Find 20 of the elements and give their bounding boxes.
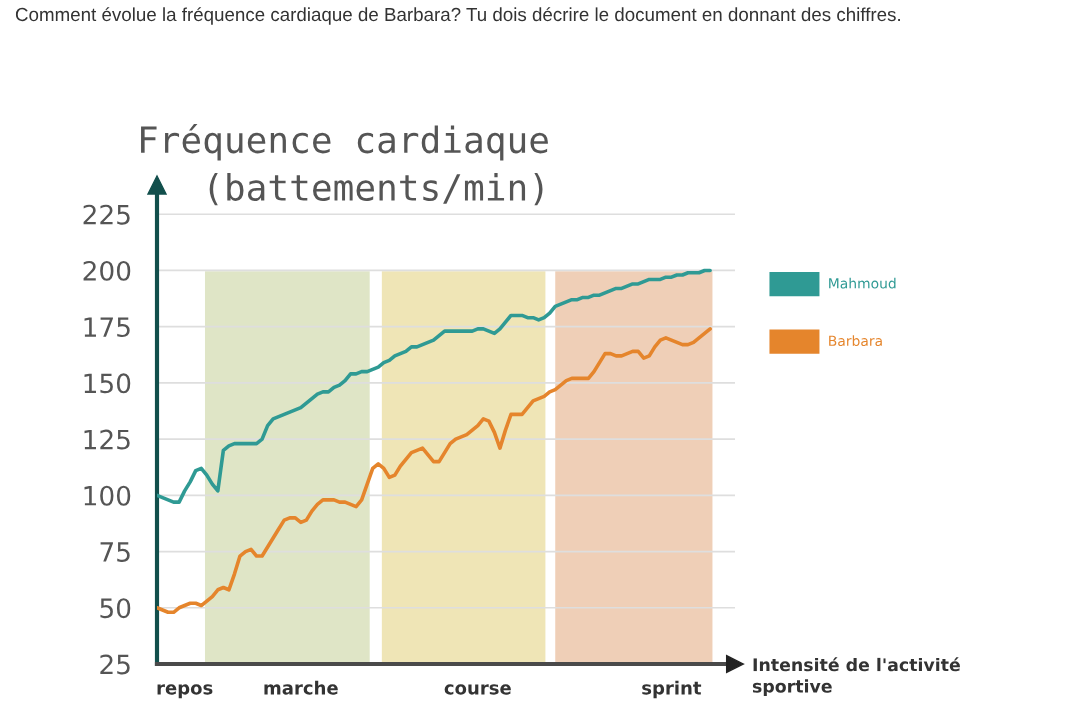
y-tick-label: 150 bbox=[84, 373, 131, 394]
y-tick-label: 175 bbox=[84, 317, 130, 338]
y-tick-label: 200 bbox=[83, 260, 131, 281]
line-series bbox=[157, 268, 712, 504]
y-tick-label: 25 bbox=[100, 654, 130, 675]
legend-label: Mahmoud bbox=[829, 277, 896, 289]
x-tick-label: marche bbox=[264, 680, 338, 695]
y-tick-label: 50 bbox=[100, 598, 131, 619]
x-tick-label: repos bbox=[157, 684, 213, 699]
legend-label: Barbara bbox=[829, 335, 882, 347]
y-axis-title: Fréquence cardiaque (battements/min) bbox=[141, 123, 548, 206]
line-series bbox=[157, 327, 712, 615]
x-tick-label: sprint bbox=[642, 680, 702, 699]
y-tick-label: 75 bbox=[100, 542, 130, 562]
y-tick-label: 125 bbox=[84, 429, 130, 450]
chart-title: Comment évolue la fréquence cardiaque de Barbara? Tu dois décrire le document en donnant des chiffres. bbox=[15, 7, 900, 25]
y-tick-label: 225 bbox=[83, 204, 130, 225]
x-tick-label: course bbox=[444, 684, 511, 695]
y-tick-label: 100 bbox=[84, 485, 131, 506]
x-axis-title: Intensité de l'activité sportive bbox=[752, 657, 960, 697]
